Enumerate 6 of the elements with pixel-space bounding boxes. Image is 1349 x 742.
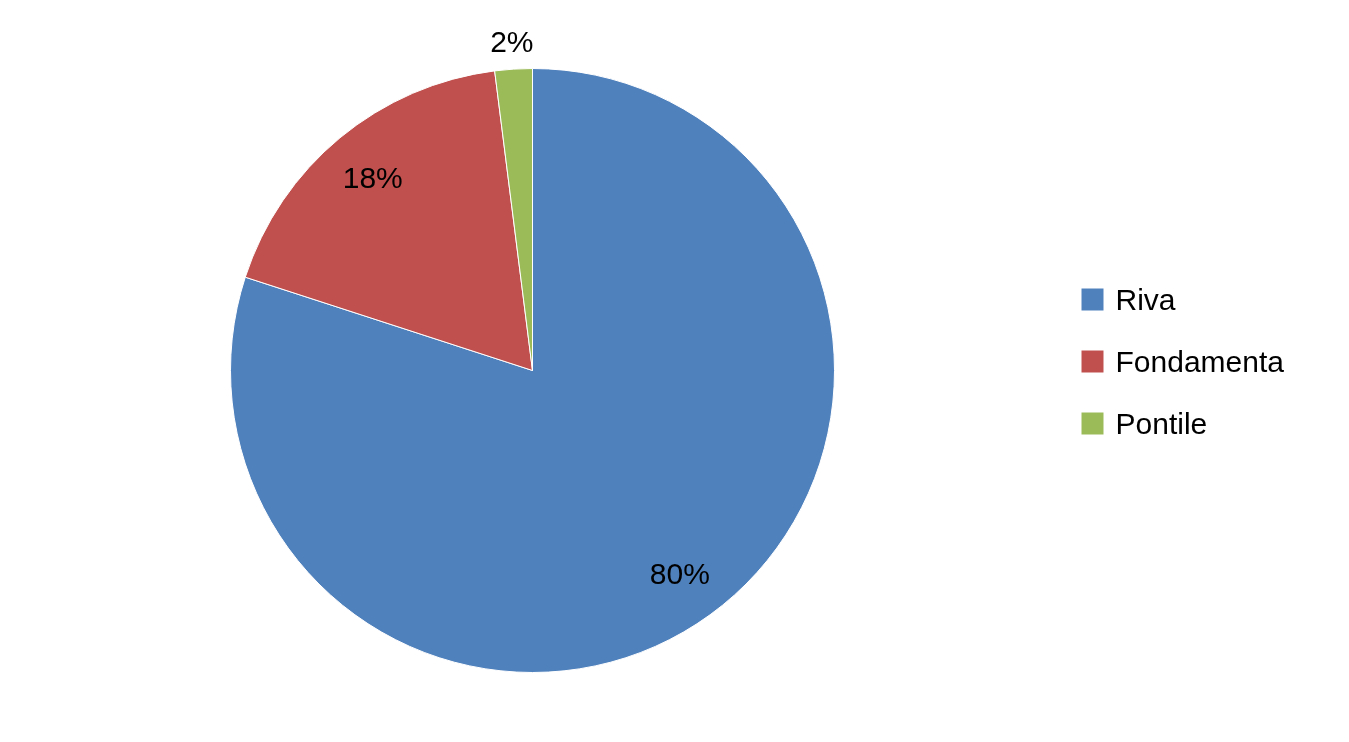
legend-label: Riva (1115, 283, 1176, 316)
legend-label: Pontile (1115, 407, 1208, 440)
data-label: 18% (342, 160, 403, 194)
data-label: 2% (490, 25, 534, 59)
data-label: 80% (649, 556, 710, 590)
legend-label: Fondamenta (1115, 345, 1285, 378)
